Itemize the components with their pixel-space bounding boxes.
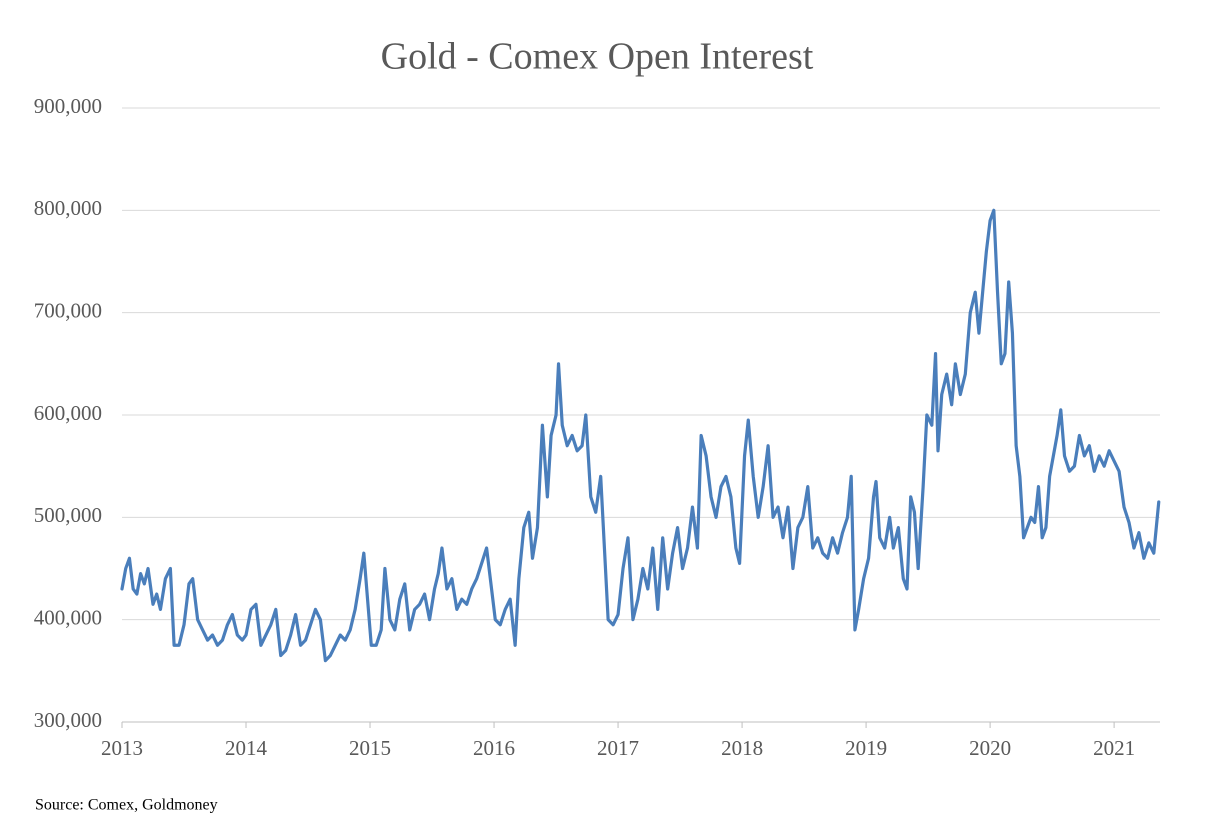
y-tick-label: 700,000 [34,298,102,322]
x-tick-label: 2017 [597,736,639,760]
x-tick-label: 2013 [101,736,143,760]
data-line [120,208,1161,663]
x-tick-label: 2016 [473,736,515,760]
source-note: Source: Comex, Goldmoney [35,797,218,814]
y-tick-label: 500,000 [34,503,102,527]
y-tick-label: 800,000 [34,196,102,220]
y-tick-label: 600,000 [34,401,102,425]
x-tick-label: 2015 [349,736,391,760]
y-tick-label: 300,000 [34,708,102,732]
x-tick-label: 2014 [225,736,268,760]
x-tick-label: 2018 [721,736,763,760]
x-tick-label: 2021 [1093,736,1135,760]
x-tick-label: 2019 [845,736,887,760]
x-tick-label: 2020 [969,736,1011,760]
y-tick-label: 900,000 [34,94,102,118]
chart-title: Gold - Comex Open Interest [381,36,814,78]
y-tick-label: 400,000 [34,605,102,629]
